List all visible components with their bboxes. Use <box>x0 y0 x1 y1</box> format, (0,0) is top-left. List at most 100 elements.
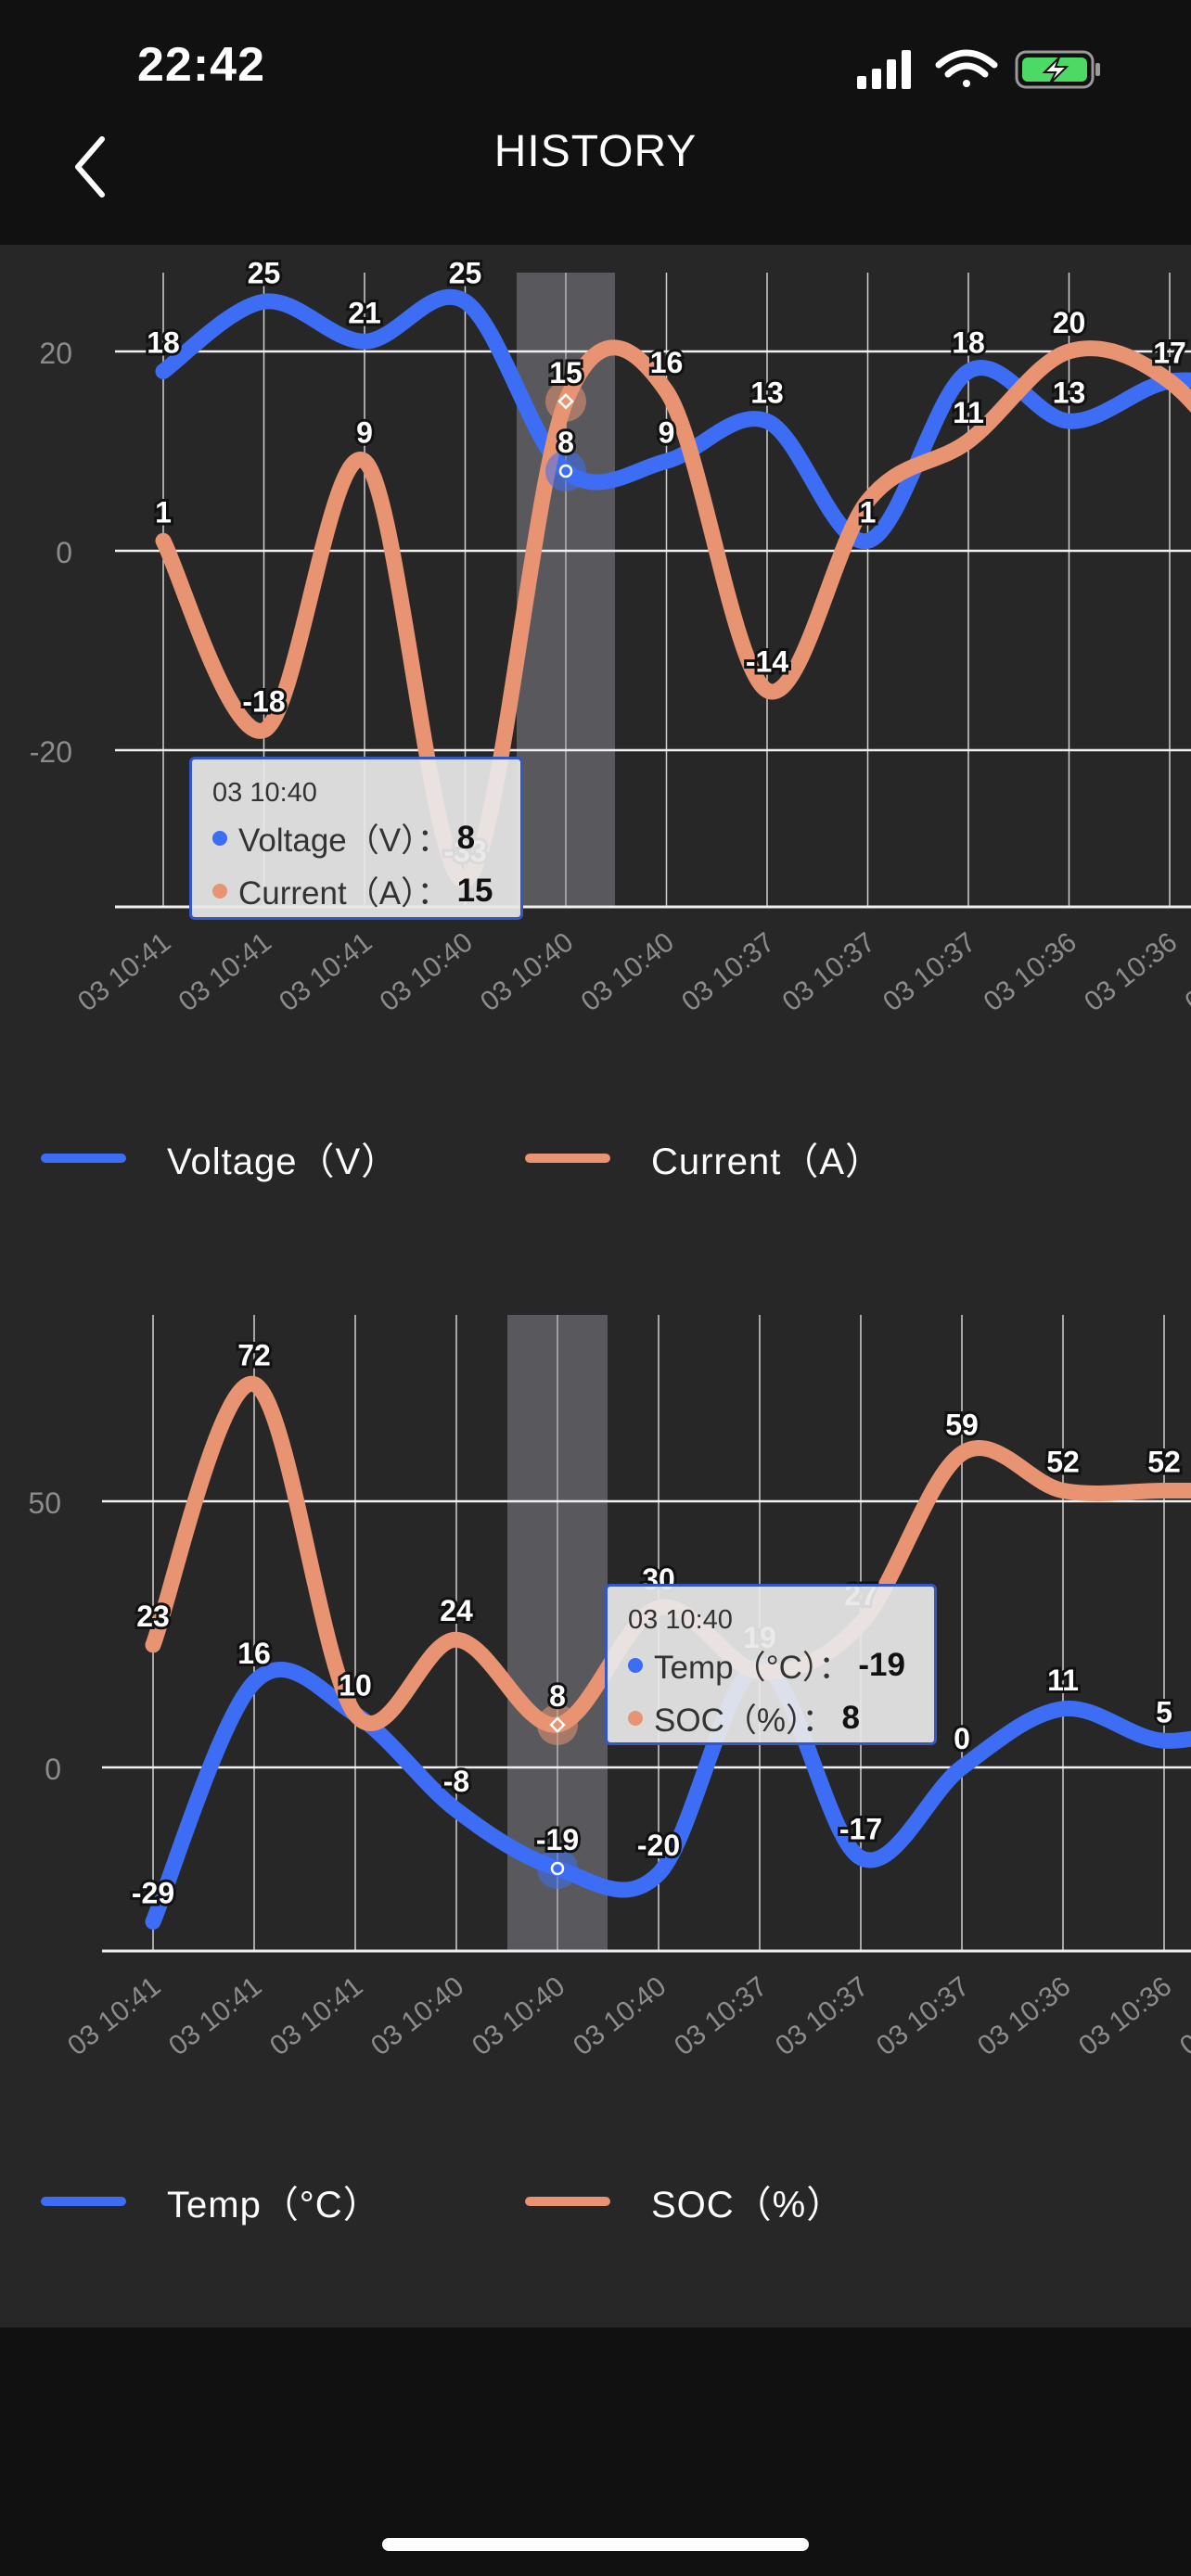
tooltip-dot-temp <box>628 1657 643 1673</box>
data-label: 1 <box>860 495 877 529</box>
tooltip-dot-soc <box>628 1710 643 1726</box>
data-label: 15 <box>549 356 583 389</box>
data-label: 21 <box>348 296 381 329</box>
tooltip-row-temp: Temp（°C）： -19 <box>628 1641 914 1689</box>
data-label: -18 <box>242 685 285 719</box>
series-line-orange <box>155 339 1191 888</box>
legend-item-current[interactable]: Current（A） <box>525 1121 883 1195</box>
data-label: -14 <box>746 645 788 679</box>
legend-swatch-current <box>525 1154 610 1163</box>
series-line-blue <box>155 288 1191 549</box>
data-label: 20 <box>1053 306 1086 339</box>
highlight-point <box>557 392 574 410</box>
data-label: 1 <box>155 495 172 529</box>
legend-label-voltage: Voltage（V） <box>167 1141 400 1182</box>
data-label: 0 <box>954 1722 970 1755</box>
tooltip-row-soc: SOC（%）： 8 <box>628 1694 914 1741</box>
series-line-blue <box>145 1658 1191 1930</box>
data-label: 59 <box>945 1408 979 1441</box>
x-tick-label: 03 10:37 <box>871 1971 975 2062</box>
x-tick-label: 03 10:36 <box>1073 1971 1177 2062</box>
x-tick-label: 03 10:41 <box>163 1971 267 2062</box>
data-label: -29 <box>132 1876 174 1909</box>
data-label: 9 <box>356 415 373 449</box>
data-label: 25 <box>248 256 281 289</box>
status-icons <box>857 49 1100 89</box>
x-tick-label: 03 10:40 <box>475 927 579 1018</box>
tooltip-dot-voltage <box>212 830 227 846</box>
data-label: -20 <box>637 1829 680 1862</box>
status-time: 22:42 <box>137 38 265 92</box>
navigation-bar: HISTORY <box>0 111 1191 241</box>
x-tick-label: 03 10:37 <box>776 927 880 1018</box>
data-label: 24 <box>440 1594 473 1627</box>
status-bar: 22:42 <box>0 0 1191 139</box>
data-label: 17 <box>1153 336 1186 369</box>
x-tick-label: 03 10:40 <box>575 927 679 1018</box>
highlight-point <box>549 1716 566 1733</box>
x-tick-label: 03 10:40 <box>374 927 478 1018</box>
data-label: 8 <box>549 1679 566 1713</box>
data-label: 9 <box>659 415 675 449</box>
data-label: -8 <box>443 1765 469 1798</box>
series-lines <box>155 288 1191 888</box>
data-label: 17 <box>1153 336 1186 369</box>
x-tick-label: 03 10:41 <box>173 927 276 1018</box>
y-tick-label: 50 <box>28 1486 61 1520</box>
legend-item-voltage[interactable]: Voltage（V） <box>41 1121 399 1195</box>
x-tick-label: 03 10:41 <box>72 927 176 1018</box>
tooltip-value-current: 15 <box>456 872 493 909</box>
tooltip-row-current: Current（A）： 15 <box>212 867 500 914</box>
y-tick-label: -20 <box>30 735 72 769</box>
x-tick-label: 03 10:37 <box>669 1971 773 2062</box>
x-tick-label: 03 10:41 <box>62 1971 166 2062</box>
x-tick-label: 03 10:36 <box>978 927 1082 1018</box>
legend-label-current: Current（A） <box>651 1141 884 1182</box>
x-tick-label: 03 10:36 <box>1179 927 1191 1018</box>
x-tick-label: 03 10:37 <box>676 927 780 1018</box>
tooltip-title: 03 10:40 <box>628 1605 733 1635</box>
data-label: 13 <box>750 376 784 409</box>
tooltip-label-voltage: Voltage（V）： <box>238 823 450 859</box>
charts-panel <box>0 245 1191 2327</box>
data-label: 5 <box>1156 1695 1172 1728</box>
highlight-band <box>507 1315 608 1951</box>
x-tick-label: 03 10:36 <box>1079 927 1183 1018</box>
tooltip-title: 03 10:40 <box>212 778 317 808</box>
highlight-point <box>558 464 573 478</box>
signal-icon <box>857 50 911 89</box>
legend-item-temp[interactable]: Temp（°C） <box>41 2164 381 2238</box>
legend-item-soc[interactable]: SOC（%） <box>525 2164 844 2238</box>
data-label: 23 <box>136 1600 170 1633</box>
x-tick-label: 03 10:37 <box>877 927 981 1018</box>
x-tick-label: 03 10:36 <box>972 1971 1076 2062</box>
x-tick-label: 03 10:37 <box>770 1971 874 2062</box>
tooltip-label-current: Current（A）： <box>238 875 450 912</box>
data-label: 10 <box>339 1669 372 1702</box>
back-chevron-icon[interactable] <box>63 121 119 213</box>
home-indicator[interactable] <box>382 2538 809 2551</box>
data-label: 13 <box>1053 376 1086 409</box>
data-label: 16 <box>650 346 684 379</box>
legend-swatch-voltage <box>41 1154 126 1163</box>
y-tick-label: 0 <box>56 536 72 569</box>
legend-swatch-temp <box>41 2197 126 2206</box>
data-label: 52 <box>1046 1446 1080 1479</box>
tooltip-row-voltage: Voltage（V）： 8 <box>212 814 500 861</box>
temp-soc-legend: Temp（°C） SOC（%） <box>0 2164 1191 2238</box>
highlight-point <box>550 1861 565 1876</box>
data-label: 11 <box>1047 1664 1079 1697</box>
x-tick-label: 03 10:40 <box>365 1971 469 2062</box>
data-label: 16 <box>237 1637 271 1670</box>
y-tick-label: 20 <box>39 337 72 370</box>
data-label: 11 <box>953 396 984 429</box>
legend-label-temp: Temp（°C） <box>167 2185 381 2225</box>
data-label: 25 <box>449 256 482 289</box>
tooltip-dot-current <box>212 883 227 899</box>
data-label: -17 <box>839 1813 882 1846</box>
battery-charging-icon <box>1015 50 1100 89</box>
data-label: -19 <box>536 1823 579 1856</box>
